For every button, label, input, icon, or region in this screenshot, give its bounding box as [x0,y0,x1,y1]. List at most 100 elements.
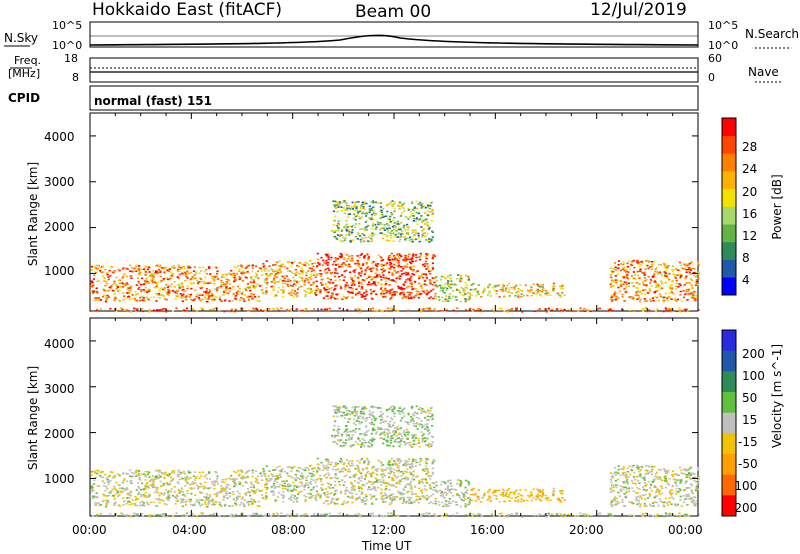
velocity-echo-cell [330,501,333,503]
velocity-echo-cell [447,489,450,491]
power-echo-cell [386,204,389,207]
velocity-echo-cell [623,486,626,488]
power-echo-cell [546,294,549,296]
velocity-echo-cell [627,482,630,485]
velocity-echo-cell [320,478,323,480]
power-echo-cell [312,289,315,292]
velocity-echo-cell [156,477,159,480]
power-echo-cell [467,309,470,312]
velocity-echo-cell [664,497,667,500]
power-echo-cell [365,289,368,291]
velocity-echo-cell [160,485,163,487]
velocity-echo-cell [151,480,154,482]
power-echo-cell [108,289,111,292]
power-echo-cell [137,288,140,290]
power-echo-cell [610,282,613,284]
power-echo-cell [233,310,236,313]
power-echo-cell [693,297,696,300]
power-echo-cell [315,290,318,293]
velocity-echo-cell [332,487,335,489]
velocity-echo-cell [561,497,564,499]
velocity-cbar-tick: 50 [742,391,758,405]
power-echo-cell [399,222,402,225]
power-echo-cell [515,284,518,287]
power-echo-cell [514,292,517,294]
velocity-echo-cell [547,497,550,499]
velocity-echo-cell [693,473,696,475]
velocity-echo-cell [222,490,225,492]
velocity-echo-cell [657,468,660,471]
velocity-echo-cell [446,504,449,506]
power-echo-cell [411,200,414,203]
power-echo-cell [685,288,688,291]
power-echo-cell [314,292,317,294]
power-echo-cell [365,277,368,280]
power-echo-cell [337,227,340,230]
power-echo-cell [653,296,656,298]
power-echo-cell [414,260,417,262]
power-echo-cell [312,274,315,276]
power-echo-cell [314,276,317,279]
power-echo-cell [375,226,378,228]
power-echo-cell [103,289,106,291]
velocity-echo-cell [645,483,648,486]
power-echo-cell [197,296,201,299]
power-echo-cell [258,300,261,302]
velocity-echo-cell [292,501,295,503]
velocity-echo-cell [289,475,292,478]
power-echo-cell [431,262,435,264]
velocity-echo-cell [173,472,176,474]
velocity-echo-cell [471,493,474,496]
power-echo-cell [385,290,388,292]
velocity-echo-cell [345,465,348,467]
power-echo-cell [695,276,698,278]
velocity-echo-cell [145,483,148,486]
velocity-echo-cell [250,481,253,484]
power-echo-cell [220,280,223,282]
power-echo-cell [299,262,302,264]
power-echo-cell [324,268,327,271]
power-echo-cell [283,277,286,280]
velocity-echo-cell [192,475,196,477]
velocity-echo-cell [161,493,164,496]
power-echo-cell [384,289,387,291]
power-echo-cell [199,277,202,280]
velocity-echo-cell [140,494,143,496]
velocity-echo-cell [379,481,382,483]
power-echo-cell [387,227,390,229]
power-echo-cell [691,287,694,289]
power-echo-cell [404,216,407,218]
power-echo-cell [685,275,688,278]
velocity-echo-cell [186,476,189,479]
power-echo-cell [397,265,400,268]
power-echo-cell [335,237,338,240]
power-echo-cell [213,288,216,290]
velocity-echo-cell [208,495,212,498]
power-echo-cell [366,254,369,256]
power-echo-cell [626,274,629,276]
power-echo-cell [259,267,263,270]
velocity-echo-cell [420,480,423,483]
velocity-echo-cell [610,491,613,493]
power-echo-cell [370,227,373,230]
power-echo-cell [541,284,544,286]
velocity-echo-cell [658,490,661,492]
power-echo-cell [644,307,647,310]
power-echo-cell [393,210,396,213]
power-echo-cell [224,287,228,289]
velocity-echo-cell [220,490,223,493]
power-echo-cell [480,296,483,298]
power-echo-cell [223,282,226,285]
power-echo-cell [278,265,281,267]
power-echo-cell [680,264,683,267]
power-echo-cell [556,308,559,310]
power-echo-cell [201,266,205,268]
velocity-echo-cell [329,483,333,486]
power-echo-cell [644,268,647,270]
velocity-echo-cell [434,500,437,503]
velocity-echo-cell [658,476,661,479]
velocity-echo-cell [199,491,202,493]
power-echo-cell [440,309,443,312]
power-echo-cell [380,286,383,289]
power-echo-cell [231,286,234,288]
